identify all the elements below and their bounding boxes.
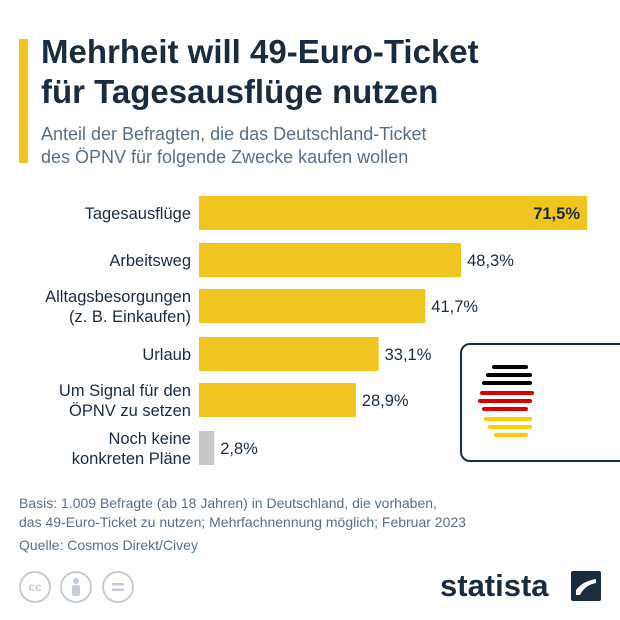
flag-stripe-6	[484, 417, 532, 421]
flag-stripe-5	[482, 407, 528, 411]
chart-subtitle: Anteil der Befragten, die das Deutschlan…	[41, 123, 601, 169]
flag-stripe-4	[478, 399, 532, 403]
flag-stripe-8	[494, 433, 528, 437]
category-label-3-0: Urlaub	[142, 346, 191, 364]
bar-0	[199, 196, 587, 230]
value-label-1: 48,3%	[467, 252, 514, 270]
footnote-line-1: Basis: 1.009 Befragte (ab 18 Jahren) in …	[19, 495, 437, 511]
flag-stripe-7	[488, 425, 532, 429]
flag-stripe-0	[492, 365, 528, 369]
subtitle-line-1: Anteil der Befragten, die das Deutschlan…	[41, 124, 427, 144]
value-label-2: 41,7%	[431, 298, 478, 316]
bar-3	[199, 337, 379, 371]
flag-stripe-1	[486, 373, 532, 377]
subtitle-line-2: des ÖPNV für folgende Zwecke kaufen woll…	[41, 147, 409, 167]
category-label-2-0: Alltagsbesorgungen	[45, 288, 191, 306]
value-label-0: 71,5%	[533, 205, 580, 223]
no-derivatives-icon[interactable]	[101, 571, 134, 603]
chart-title: Mehrheit will 49-Euro-Ticket für Tagesau…	[41, 32, 601, 112]
category-label-5-0: Noch keine	[108, 430, 191, 448]
category-label-2-1: (z. B. Einkaufen)	[69, 308, 191, 326]
category-label-4-0: Um Signal für den	[59, 382, 191, 400]
category-label-0-0: Tagesausflüge	[85, 205, 191, 223]
footnote: Basis: 1.009 Befragte (ab 18 Jahren) in …	[19, 494, 599, 532]
category-label-5-1: konkreten Pläne	[72, 450, 191, 468]
title-line-1: Mehrheit will 49-Euro-Ticket	[41, 33, 479, 70]
statista-logo-icon[interactable]	[571, 571, 601, 601]
value-label-5: 2,8%	[220, 440, 258, 458]
bar-5	[199, 431, 215, 465]
bar-4	[199, 383, 356, 417]
title-line-2: für Tagesausflüge nutzen	[41, 73, 439, 110]
license-icons: cc	[19, 571, 139, 603]
germany-map-flag-icon	[478, 365, 534, 437]
bar-2	[199, 289, 426, 323]
footnote-line-2: das 49-Euro-Ticket zu nutzen; Mehrfachne…	[19, 514, 466, 530]
title-accent-bar	[19, 39, 28, 163]
germany-flag-illustration	[460, 343, 620, 462]
flag-stripe-2	[482, 381, 532, 385]
bar-1	[199, 243, 462, 277]
category-label-4-1: ÖPNV zu setzen	[69, 402, 191, 420]
value-label-4: 28,9%	[362, 392, 409, 410]
flag-stripe-3	[480, 391, 534, 395]
cc-icon[interactable]: cc	[19, 571, 51, 603]
bar-chart: Tagesausflüge 71,5% Arbeitsweg 48,3% Alltags…	[45, 196, 587, 468]
source-note: Quelle: Cosmos Direkt/Civey	[19, 537, 198, 553]
value-label-3: 33,1%	[385, 346, 432, 364]
statista-logo-text[interactable]: statista	[440, 568, 549, 603]
attribution-icon[interactable]	[60, 571, 93, 603]
category-label-1-0: Arbeitsweg	[109, 252, 191, 270]
